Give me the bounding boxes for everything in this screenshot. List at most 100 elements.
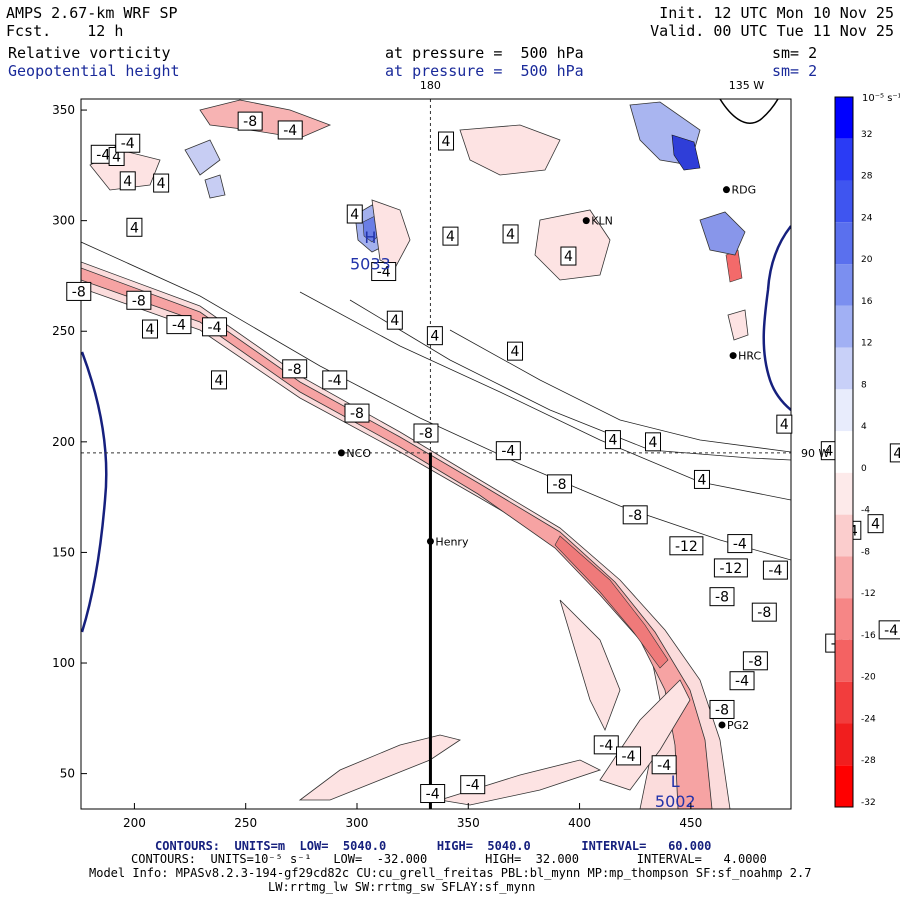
svg-text:-8: -8	[72, 284, 86, 300]
contour-label: 4	[210, 370, 227, 390]
vorticity-patch-ne-pink2	[534, 209, 611, 281]
colorbar-segment	[835, 222, 853, 265]
contour-label: -4	[460, 775, 486, 795]
colorbar-segment	[835, 305, 853, 348]
svg-text:-4: -4	[733, 537, 747, 553]
colorbar-label: -28	[861, 756, 876, 766]
svg-text:-8: -8	[350, 406, 364, 422]
colorbar-segment	[835, 431, 853, 473]
x-tick-label: 200	[123, 816, 146, 830]
svg-text:-4: -4	[501, 444, 515, 460]
svg-text:4: 4	[130, 220, 139, 236]
colorbar-segment	[835, 389, 853, 432]
colorbar-segment	[835, 97, 853, 139]
svg-text:4: 4	[123, 174, 132, 190]
geographic-labels: 180 135 W 90 W	[420, 79, 830, 460]
colorbar-segment	[835, 681, 853, 724]
forecast-hour: Fcst. 12 h	[6, 22, 124, 40]
field1-level: at pressure = 500 hPa	[385, 44, 584, 62]
contour-label: 4	[346, 204, 363, 224]
svg-text:-12: -12	[719, 561, 742, 577]
y-axis: 50 100 150 200 250 300 350	[52, 103, 87, 781]
contour-label: 4	[126, 217, 143, 237]
colorbar-label: 20	[861, 255, 873, 265]
pressure-center-label: 5033	[350, 254, 391, 273]
svg-text:4: 4	[871, 517, 880, 533]
model-title: AMPS 2.67-km WRF SP	[6, 4, 178, 22]
svg-text:-8: -8	[748, 654, 762, 670]
colorbar-segment	[835, 264, 853, 306]
contour-label: 4	[693, 469, 710, 489]
station-hrc: HRC	[729, 350, 761, 363]
contour-label: -4	[878, 620, 900, 640]
svg-text:-4: -4	[599, 738, 613, 754]
contour-label: 4	[507, 341, 524, 361]
svg-text:4: 4	[157, 176, 166, 192]
contour-label: 4	[442, 226, 459, 246]
y-tick-label: 250	[52, 324, 75, 338]
contour-label: -12	[713, 558, 748, 578]
contour-label: -4	[166, 315, 192, 335]
colorbar-segment	[835, 556, 853, 599]
colorbar-label: 24	[861, 213, 873, 223]
colorbar-unit: 10⁻⁵ s⁻¹	[862, 93, 900, 104]
footer-geopotential-line: CONTOURS: UNITS=m LOW= 5040.0 HIGH= 5040…	[155, 839, 712, 853]
colorbar-segment	[835, 723, 853, 766]
svg-text:-8: -8	[628, 508, 642, 524]
y-tick-label: 300	[52, 214, 75, 228]
contour-label: -8	[709, 587, 735, 607]
parallel-label: 90 W	[801, 447, 829, 460]
station-nco: NCO	[337, 447, 371, 460]
contour-label: 4	[867, 514, 884, 534]
vorticity-patch-ne-pink3	[727, 309, 749, 341]
valid-time: Valid. 00 UTC Tue 11 Nov 25	[650, 22, 894, 40]
colorbar-segment	[835, 514, 853, 557]
x-tick-label: 250	[234, 816, 257, 830]
contour-label: -4	[729, 671, 755, 691]
svg-text:4: 4	[350, 207, 359, 223]
contour-label: -8	[126, 290, 152, 310]
svg-text:-4: -4	[735, 674, 749, 690]
colorbar-segment	[835, 180, 853, 223]
svg-text:4: 4	[649, 435, 658, 451]
field2-name: Geopotential height	[8, 62, 180, 80]
svg-text:-4: -4	[328, 373, 342, 389]
contour-label: -8	[282, 359, 308, 379]
footer-model-info-2: LW:rrtmg_lw SW:rrtmg_sw SFLAY:sf_mynn	[268, 880, 536, 894]
colorbar-label: 32	[861, 130, 872, 140]
svg-text:4: 4	[511, 344, 520, 360]
pressure-center-label: 5002	[655, 792, 696, 811]
meridian-label: 180	[420, 79, 441, 92]
contour-label: -8	[237, 111, 263, 131]
svg-text:-4: -4	[768, 563, 782, 579]
init-time: Init. 12 UTC Mon 10 Nov 25	[659, 4, 894, 22]
svg-text:-4: -4	[657, 758, 671, 774]
contour-label: -8	[751, 602, 777, 622]
svg-text:Henry: Henry	[435, 535, 469, 548]
y-tick-label: 150	[52, 545, 75, 559]
y-tick-label: 50	[60, 767, 75, 781]
x-axis: 200 250 300 350 400 450	[123, 803, 702, 830]
svg-text:-8: -8	[288, 362, 302, 378]
svg-text:-4: -4	[172, 318, 186, 334]
svg-text:-8: -8	[419, 426, 433, 442]
svg-text:4: 4	[780, 417, 789, 433]
svg-text:-8: -8	[715, 590, 729, 606]
vorticity-patch-nw-blue	[184, 139, 221, 176]
svg-text:HRC: HRC	[738, 350, 761, 363]
contour-label: 4	[889, 443, 900, 463]
contour-label: -4	[651, 755, 677, 775]
colorbar-segment	[835, 347, 853, 390]
colorbar-label: 4	[861, 422, 867, 432]
station-kln: KLN	[582, 215, 613, 228]
contour-label: 4	[560, 246, 577, 266]
svg-text:4: 4	[215, 373, 224, 389]
positive-contour-1	[81, 241, 791, 561]
footer-vorticity-line: CONTOURS: UNITS=10⁻⁵ s⁻¹ LOW= -32.000 HI…	[131, 852, 767, 866]
colorbar-label: -4	[861, 506, 870, 516]
svg-text:-12: -12	[675, 539, 698, 555]
contour-label: -4	[277, 120, 303, 140]
svg-text:4: 4	[893, 446, 900, 462]
